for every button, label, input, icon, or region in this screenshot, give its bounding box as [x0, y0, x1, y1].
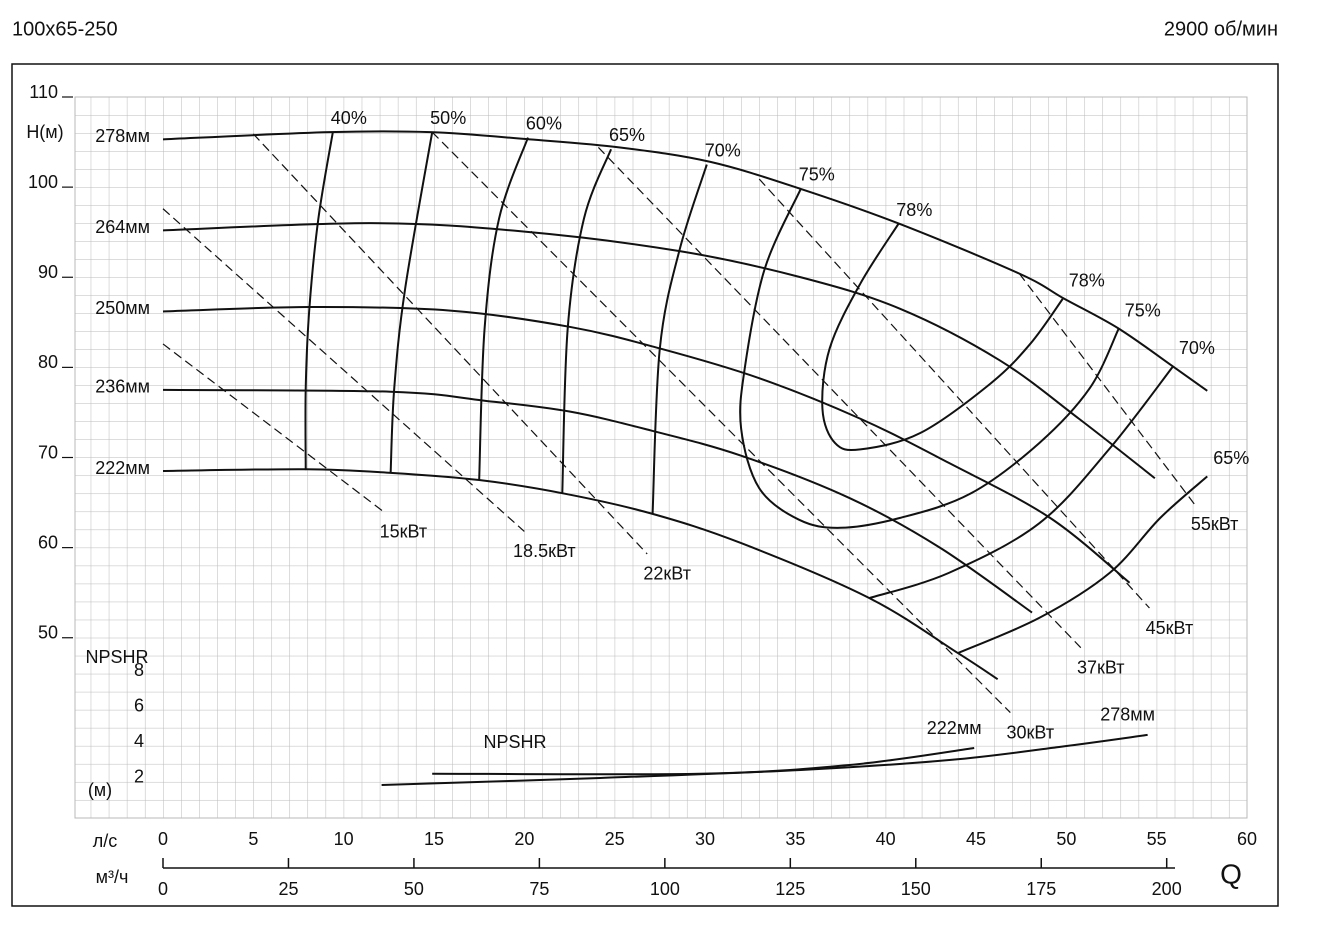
efficiency-label: 75% — [1125, 300, 1161, 320]
head-curve — [162, 130, 1208, 392]
x-axis-label: л/с — [93, 831, 118, 851]
head-curve-label: 278мм — [95, 126, 150, 146]
x2-tick-label: 25 — [278, 879, 298, 899]
x-tick-label: 10 — [334, 829, 354, 849]
efficiency-label: 70% — [1179, 338, 1215, 358]
y-tick-label: 80 — [38, 352, 58, 372]
chart-title: 100x65-250 — [12, 18, 118, 40]
power-label: 37кВт — [1077, 657, 1125, 677]
head-curve — [162, 222, 1156, 480]
y2-tick-label: 2 — [134, 766, 144, 786]
head-curve-label: 264мм — [95, 217, 150, 237]
x-tick-label: 20 — [514, 829, 534, 849]
x-tick-label: 45 — [966, 829, 986, 849]
head-curve — [162, 305, 1131, 584]
x2-tick-label: 125 — [775, 879, 805, 899]
efficiency-label: 70% — [705, 140, 741, 160]
head-curve-label: 250мм — [95, 298, 150, 318]
power-label: 15кВт — [380, 521, 428, 541]
power-label: 55кВт — [1191, 514, 1239, 534]
x-tick-label: 60 — [1237, 829, 1257, 849]
x2-tick-label: 0 — [158, 879, 168, 899]
y-tick-label: 100 — [28, 172, 58, 192]
efficiency-curve — [304, 131, 334, 471]
x-tick-label: 0 — [158, 829, 168, 849]
power-label: 18.5кВт — [513, 541, 576, 561]
y-tick-label: 90 — [38, 262, 58, 282]
power-line — [252, 133, 648, 555]
npshr-curve-label: NPSHR — [483, 732, 546, 752]
power-label: 30кВт — [1007, 722, 1055, 742]
efficiency-curve — [478, 137, 529, 481]
y-tick-label: 60 — [38, 532, 58, 552]
power-line — [162, 343, 384, 513]
efficiency-label: 65% — [609, 125, 645, 145]
head-curve — [162, 468, 999, 681]
efficiency-label: 78% — [896, 200, 932, 220]
efficiency-label: 75% — [799, 165, 835, 185]
x-tick-label: 15 — [424, 829, 444, 849]
x2-tick-label: 100 — [650, 879, 680, 899]
x2-tick-label: 175 — [1026, 879, 1056, 899]
chart-subtitle: 2900 об/мин — [1164, 18, 1278, 40]
head-curve-label: 236мм — [95, 377, 150, 397]
efficiency-label: 60% — [526, 113, 562, 133]
y-tick-label: 110 — [29, 82, 58, 102]
efficiency-label: 40% — [331, 108, 367, 128]
x-tick-label: 30 — [695, 829, 715, 849]
x-tick-label: 55 — [1147, 829, 1167, 849]
efficiency-curve — [651, 164, 1174, 600]
power-label: 22кВт — [643, 564, 691, 584]
efficiency-curve — [389, 131, 434, 473]
x-tick-label: 25 — [605, 829, 625, 849]
efficiency-label: 65% — [1213, 448, 1249, 468]
frame — [11, 63, 1279, 907]
q-label: Q — [1220, 858, 1242, 889]
x2-tick-label: 150 — [901, 879, 931, 899]
y2-tick-label: 4 — [134, 731, 144, 751]
efficiency-curve — [739, 188, 1120, 529]
x2-tick-label: 200 — [1152, 879, 1182, 899]
npshr-label: 222мм — [927, 718, 982, 738]
x2-tick-label: 75 — [529, 879, 549, 899]
power-line — [431, 131, 1011, 713]
efficiency-label: 78% — [1069, 271, 1105, 291]
y-axis-label: Н(м) — [26, 122, 63, 142]
power-line — [1018, 273, 1196, 505]
y2-tick-label: 6 — [134, 695, 144, 715]
x2-tick-label: 50 — [404, 879, 424, 899]
y-tick-label: 70 — [38, 442, 58, 462]
efficiency-curve — [821, 223, 1064, 452]
power-label: 45кВт — [1146, 618, 1194, 638]
x-tick-label: 5 — [248, 829, 258, 849]
x2-axis-label: м³/ч — [96, 867, 129, 887]
y2-axis-label: NPSHR — [85, 647, 148, 667]
npshr-curve — [381, 733, 1148, 787]
efficiency-curve — [561, 148, 1208, 654]
efficiency-label: 50% — [430, 108, 466, 128]
x-tick-label: 50 — [1056, 829, 1076, 849]
y-tick-label: 50 — [38, 623, 58, 643]
head-curve-label: 222мм — [95, 458, 150, 478]
power-line — [758, 178, 1150, 609]
head-curve — [162, 388, 1033, 614]
npshr-label: 278мм — [1100, 705, 1155, 725]
y2-tick-label: 8 — [134, 660, 144, 680]
grid — [74, 96, 1248, 819]
power-line — [162, 208, 525, 532]
x-tick-label: 40 — [876, 829, 896, 849]
x-tick-label: 35 — [785, 829, 805, 849]
y2-unit-label: (м) — [88, 780, 112, 800]
